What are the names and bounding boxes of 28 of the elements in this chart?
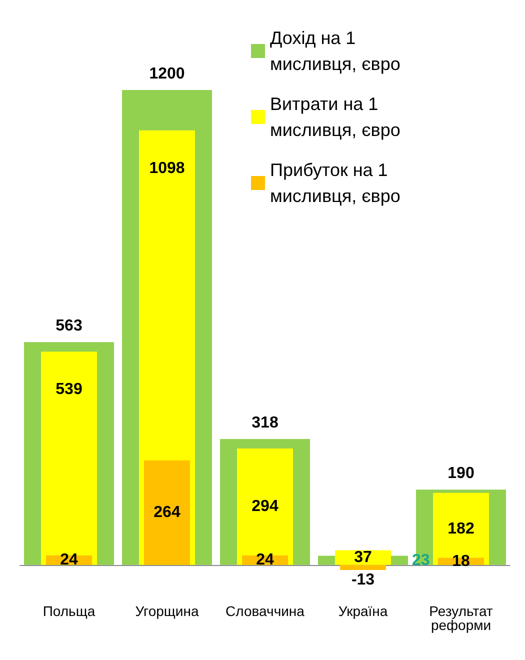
- x-tick-label: Словаччина: [226, 603, 305, 619]
- data-label: 1098: [149, 160, 185, 177]
- x-tick-label: Угорщина: [135, 603, 199, 619]
- data-label: 190: [448, 465, 474, 482]
- x-tick-label: Україна: [338, 603, 388, 619]
- data-label: 318: [252, 414, 278, 432]
- data-label: 1200: [149, 66, 185, 82]
- bar: [144, 460, 190, 565]
- data-label: 37: [354, 549, 372, 566]
- bar: [335, 550, 391, 565]
- bar: [237, 448, 293, 565]
- data-label: 182: [448, 520, 474, 538]
- bar: [340, 564, 386, 570]
- bar: [41, 352, 97, 565]
- data-label: 563: [56, 318, 82, 335]
- data-label: -13: [351, 572, 375, 588]
- data-label: 264: [154, 504, 180, 522]
- legend-label: Витрати на 1 мисливця, євро: [270, 94, 400, 140]
- data-label: 18: [452, 552, 470, 570]
- data-label: 24: [60, 552, 78, 569]
- data-label: 24: [256, 552, 274, 569]
- data-label: 294: [252, 498, 278, 516]
- x-tick-label: Результат реформи: [429, 603, 494, 633]
- bar: [433, 492, 489, 565]
- data-label: 539: [56, 381, 82, 398]
- legend-label: Дохід на 1 мисливця, євро: [270, 28, 400, 74]
- legend-label: Прибуток на 1 мисливця, євро: [270, 160, 400, 206]
- x-tick-label: Польща: [42, 603, 96, 619]
